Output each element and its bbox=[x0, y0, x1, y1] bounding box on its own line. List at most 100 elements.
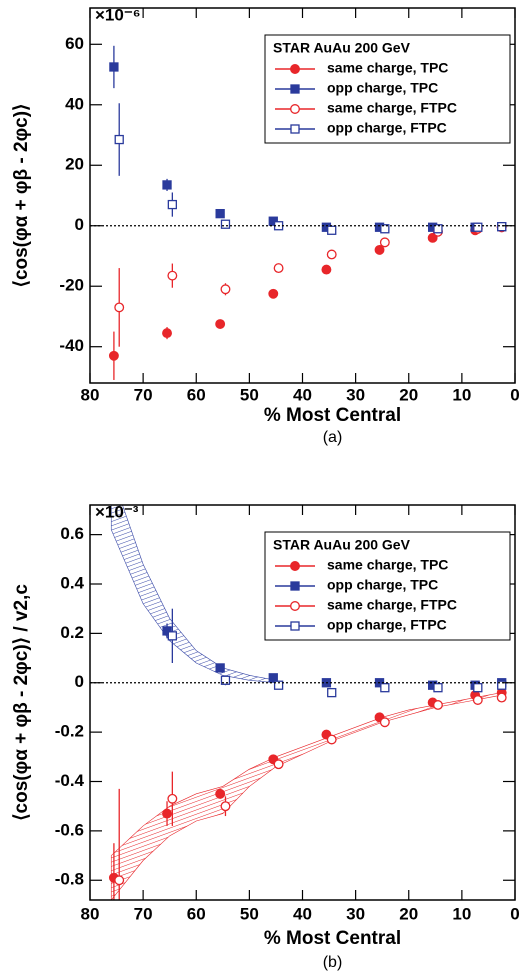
y-tick-label: -0.8 bbox=[55, 870, 84, 889]
legend-label: same charge, TPC bbox=[327, 60, 448, 76]
legend-marker bbox=[290, 124, 300, 134]
legend-title: STAR AuAu 200 GeV bbox=[273, 40, 411, 56]
y-axis-label: ⟨cos(φα + φβ - 2φc)⟩ bbox=[11, 104, 32, 288]
y-tick-label: -20 bbox=[59, 276, 84, 295]
x-tick-label: 10 bbox=[452, 904, 471, 923]
y-tick-label: 0.6 bbox=[60, 524, 84, 543]
point bbox=[433, 683, 443, 693]
legend-label: opp charge, TPC bbox=[327, 80, 438, 96]
x-tick-label: 80 bbox=[81, 904, 100, 923]
x-axis-label: % Most Central bbox=[264, 928, 401, 949]
x-tick-label: 70 bbox=[134, 385, 153, 404]
point bbox=[473, 683, 483, 693]
point bbox=[162, 626, 172, 636]
point bbox=[273, 263, 284, 274]
y-tick-label: -40 bbox=[59, 336, 84, 355]
legend-label: opp charge, FTPC bbox=[327, 120, 447, 136]
y-tick-label: 0.2 bbox=[60, 623, 84, 642]
point bbox=[215, 319, 226, 329]
point bbox=[108, 350, 119, 361]
point bbox=[433, 700, 443, 710]
point bbox=[379, 717, 390, 728]
point bbox=[273, 680, 284, 690]
caption: (a) bbox=[323, 429, 343, 446]
y-tick-label: 60 bbox=[65, 34, 84, 53]
legend-label: opp charge, TPC bbox=[327, 577, 438, 593]
point bbox=[472, 695, 483, 705]
legend-marker bbox=[290, 601, 300, 611]
y-tick-label: 0 bbox=[75, 672, 84, 691]
point bbox=[220, 219, 231, 229]
x-tick-label: 0 bbox=[510, 385, 519, 404]
x-tick-label: 20 bbox=[399, 904, 418, 923]
y-tick-label: 0 bbox=[75, 215, 84, 234]
point bbox=[427, 232, 438, 243]
legend-title: STAR AuAu 200 GeV bbox=[273, 537, 411, 553]
point bbox=[327, 225, 337, 235]
point bbox=[496, 692, 507, 703]
scale-label: ×10⁻³ bbox=[95, 502, 139, 521]
x-tick-label: 80 bbox=[81, 385, 100, 404]
x-tick-label: 20 bbox=[399, 385, 418, 404]
point bbox=[114, 875, 125, 886]
point bbox=[326, 734, 337, 745]
x-tick-label: 40 bbox=[293, 904, 312, 923]
scale-label: ×10⁻⁶ bbox=[95, 5, 141, 24]
x-tick-label: 30 bbox=[346, 904, 365, 923]
y-tick-label: -0.6 bbox=[55, 820, 84, 839]
point bbox=[321, 264, 332, 275]
point bbox=[380, 683, 390, 693]
point bbox=[220, 284, 231, 295]
point bbox=[167, 199, 177, 210]
x-tick-label: 70 bbox=[134, 904, 153, 923]
y-tick-label: -0.2 bbox=[55, 722, 84, 741]
legend-marker bbox=[290, 84, 300, 94]
point bbox=[167, 270, 178, 281]
point bbox=[433, 224, 443, 234]
y-tick-label: 20 bbox=[65, 155, 84, 174]
point bbox=[220, 801, 231, 812]
point bbox=[162, 808, 172, 819]
x-tick-label: 40 bbox=[293, 385, 312, 404]
y-tick-label: -0.4 bbox=[55, 771, 85, 790]
x-tick-label: 50 bbox=[240, 385, 259, 404]
legend-marker bbox=[290, 621, 300, 631]
x-tick-label: 60 bbox=[187, 385, 206, 404]
point bbox=[215, 788, 226, 799]
point bbox=[114, 302, 125, 313]
legend-label: same charge, TPC bbox=[327, 557, 448, 573]
y-tick-label: 40 bbox=[65, 94, 84, 113]
point bbox=[220, 675, 231, 685]
legend-label: opp charge, FTPC bbox=[327, 617, 447, 633]
point bbox=[109, 62, 119, 72]
point bbox=[167, 631, 177, 641]
point bbox=[327, 687, 337, 698]
legend-label: same charge, FTPC bbox=[327, 100, 457, 116]
x-tick-label: 30 bbox=[346, 385, 365, 404]
y-axis-label: ⟨cos(φα + φβ - 2φc)⟩ / v2,c bbox=[11, 584, 32, 821]
point bbox=[162, 180, 172, 190]
legend-marker bbox=[290, 104, 300, 114]
x-axis-label: % Most Central bbox=[264, 405, 401, 426]
point bbox=[268, 673, 278, 683]
point bbox=[497, 680, 507, 690]
plot-area bbox=[108, 505, 507, 900]
point bbox=[374, 244, 385, 255]
point bbox=[215, 208, 225, 219]
point bbox=[215, 663, 225, 673]
legend-marker bbox=[290, 64, 300, 74]
legend-marker bbox=[290, 581, 300, 591]
point bbox=[380, 224, 390, 234]
point bbox=[497, 221, 507, 232]
x-tick-label: 50 bbox=[240, 904, 259, 923]
point bbox=[114, 134, 124, 145]
caption: (b) bbox=[323, 954, 343, 971]
point bbox=[268, 288, 279, 299]
x-tick-label: 0 bbox=[510, 904, 519, 923]
point bbox=[326, 249, 337, 260]
point bbox=[167, 793, 178, 804]
point bbox=[273, 759, 284, 770]
point bbox=[473, 222, 483, 232]
point bbox=[379, 237, 390, 248]
